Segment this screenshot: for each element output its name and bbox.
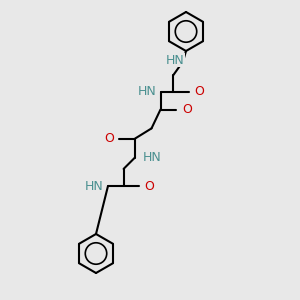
Text: O: O — [194, 85, 204, 98]
Text: HN: HN — [85, 179, 104, 193]
Text: O: O — [182, 103, 192, 116]
Text: HN: HN — [138, 85, 157, 98]
Text: HN: HN — [142, 151, 161, 164]
Text: HN: HN — [166, 53, 184, 67]
Text: O: O — [104, 132, 114, 145]
Text: O: O — [144, 179, 154, 193]
